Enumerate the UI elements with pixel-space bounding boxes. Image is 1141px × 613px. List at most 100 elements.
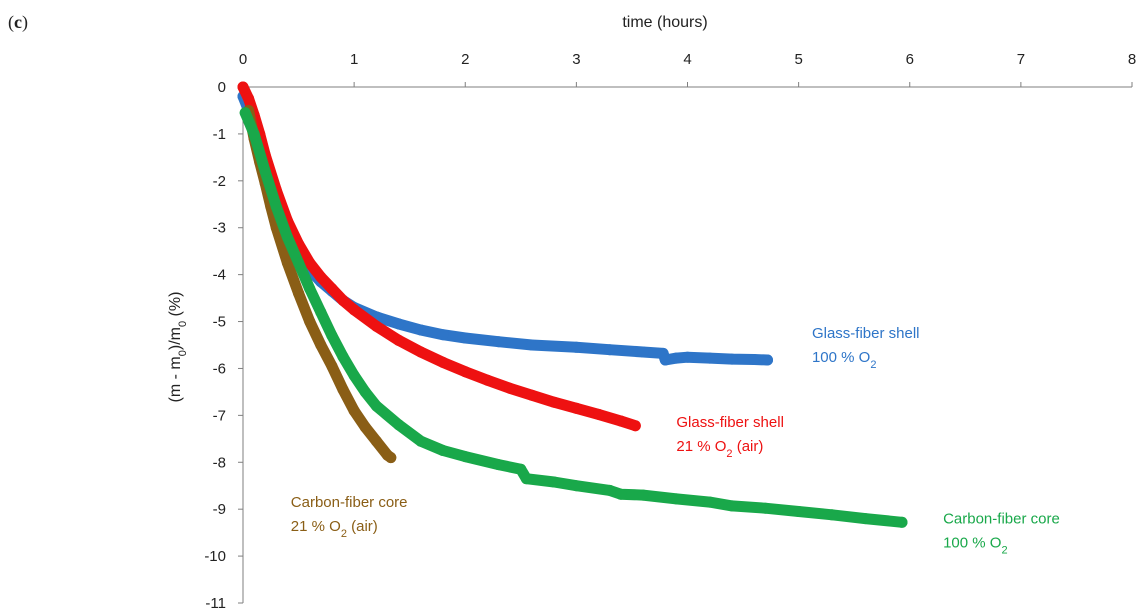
data-point xyxy=(637,346,649,358)
data-point xyxy=(826,509,838,521)
data-point xyxy=(248,128,260,140)
data-point xyxy=(670,493,682,505)
data-point xyxy=(348,304,360,316)
data-point xyxy=(570,480,582,492)
data-point xyxy=(437,445,449,456)
data-point xyxy=(515,463,527,475)
series-glass-fiber-shell-100-o2 xyxy=(237,90,773,366)
data-point xyxy=(637,489,649,501)
data-point xyxy=(459,451,471,463)
data-point xyxy=(337,351,349,363)
data-point xyxy=(604,344,616,356)
series-label-line2-pre: 21 % O xyxy=(291,518,341,535)
data-point xyxy=(393,419,405,431)
series-carbon-fiber-core-100-o2 xyxy=(239,107,908,528)
data-point xyxy=(520,473,532,485)
y-axis-title-part1: (m - m xyxy=(167,356,184,402)
data-point xyxy=(281,257,293,269)
data-point xyxy=(726,500,738,512)
data-point xyxy=(459,366,471,378)
y-axis-title-part3: (%) xyxy=(167,292,184,321)
series-label-line2-sub: 2 xyxy=(341,528,347,540)
data-point xyxy=(415,346,427,358)
data-point xyxy=(337,384,349,396)
x-tick-label: 6 xyxy=(906,51,914,68)
series-label-line2-sub: 2 xyxy=(1001,544,1007,556)
data-point xyxy=(659,354,671,366)
y-tick-label: 0 xyxy=(218,79,226,96)
y-tick-label: -2 xyxy=(213,173,226,190)
series-label-line2-sub: 2 xyxy=(726,448,732,460)
data-point xyxy=(281,231,293,243)
data-point xyxy=(243,93,255,105)
data-point xyxy=(629,420,641,432)
panel-label-open: ( xyxy=(8,12,14,33)
y-tick-label: -8 xyxy=(213,454,226,471)
x-tick-label: 4 xyxy=(683,51,691,68)
y-axis-title-sub1: 0 xyxy=(177,350,189,356)
data-point xyxy=(759,502,771,514)
data-point xyxy=(348,405,360,417)
data-point xyxy=(348,370,360,381)
data-point xyxy=(359,421,371,433)
data-point xyxy=(393,318,405,330)
data-point xyxy=(293,257,305,269)
data-point xyxy=(526,389,538,401)
data-point xyxy=(270,201,282,213)
data-point xyxy=(237,81,249,93)
x-tick-label: 1 xyxy=(350,51,358,68)
data-point xyxy=(304,283,316,295)
data-point xyxy=(493,336,505,348)
y-tick-label: -9 xyxy=(213,501,226,518)
data-point xyxy=(526,339,538,351)
x-tick-label: 5 xyxy=(794,51,802,68)
series-label-line1: Carbon-fiber core xyxy=(943,510,1060,527)
y-tick-label: -5 xyxy=(213,314,226,331)
series-label-line1: Carbon-fiber core xyxy=(291,494,408,511)
data-point xyxy=(315,339,327,351)
data-point xyxy=(315,306,327,318)
data-point xyxy=(548,476,560,488)
axes: 0 1 2 3 4 5 6 7 8 0 -1 -2 -3 -4 -5 -6 -7 -8 -9 -10 -11 xyxy=(204,51,1136,612)
panel-label-letter: c xyxy=(14,12,22,32)
data-point xyxy=(748,354,760,365)
data-point xyxy=(393,334,405,346)
y-tick-label: -1 xyxy=(213,126,226,143)
data-point xyxy=(415,435,427,447)
data-point xyxy=(304,316,316,327)
series-layer xyxy=(237,81,908,528)
panel-label: (c) xyxy=(8,12,28,33)
data-point xyxy=(704,496,716,508)
data-point xyxy=(370,435,382,447)
series-label-line2-pre: 21 % O xyxy=(676,438,726,455)
data-point xyxy=(385,452,397,464)
y-axis-title-sub2: 0 xyxy=(177,321,189,327)
data-point xyxy=(482,374,493,386)
data-point xyxy=(682,351,693,363)
data-point xyxy=(326,360,338,372)
series-label-line2: 21 % O2 (air) xyxy=(676,438,763,460)
data-point xyxy=(315,271,327,283)
y-tick-label: -10 xyxy=(204,548,226,565)
data-point xyxy=(326,330,338,342)
series-line xyxy=(237,81,641,432)
data-point xyxy=(762,354,773,366)
data-point xyxy=(548,396,560,408)
x-axis-title: time (hours) xyxy=(622,14,707,31)
data-point xyxy=(493,459,505,471)
data-point xyxy=(896,516,908,528)
data-point xyxy=(337,294,349,306)
data-point xyxy=(615,415,627,427)
data-point xyxy=(359,386,371,398)
data-point xyxy=(593,408,605,420)
data-point xyxy=(459,332,471,344)
data-point xyxy=(504,382,516,394)
data-point xyxy=(726,353,738,365)
data-point xyxy=(859,513,871,525)
panel-label-close: ) xyxy=(22,12,28,33)
y-tick-label: -3 xyxy=(213,220,226,237)
data-point xyxy=(239,107,251,119)
data-point xyxy=(570,402,582,414)
data-point xyxy=(437,356,449,368)
